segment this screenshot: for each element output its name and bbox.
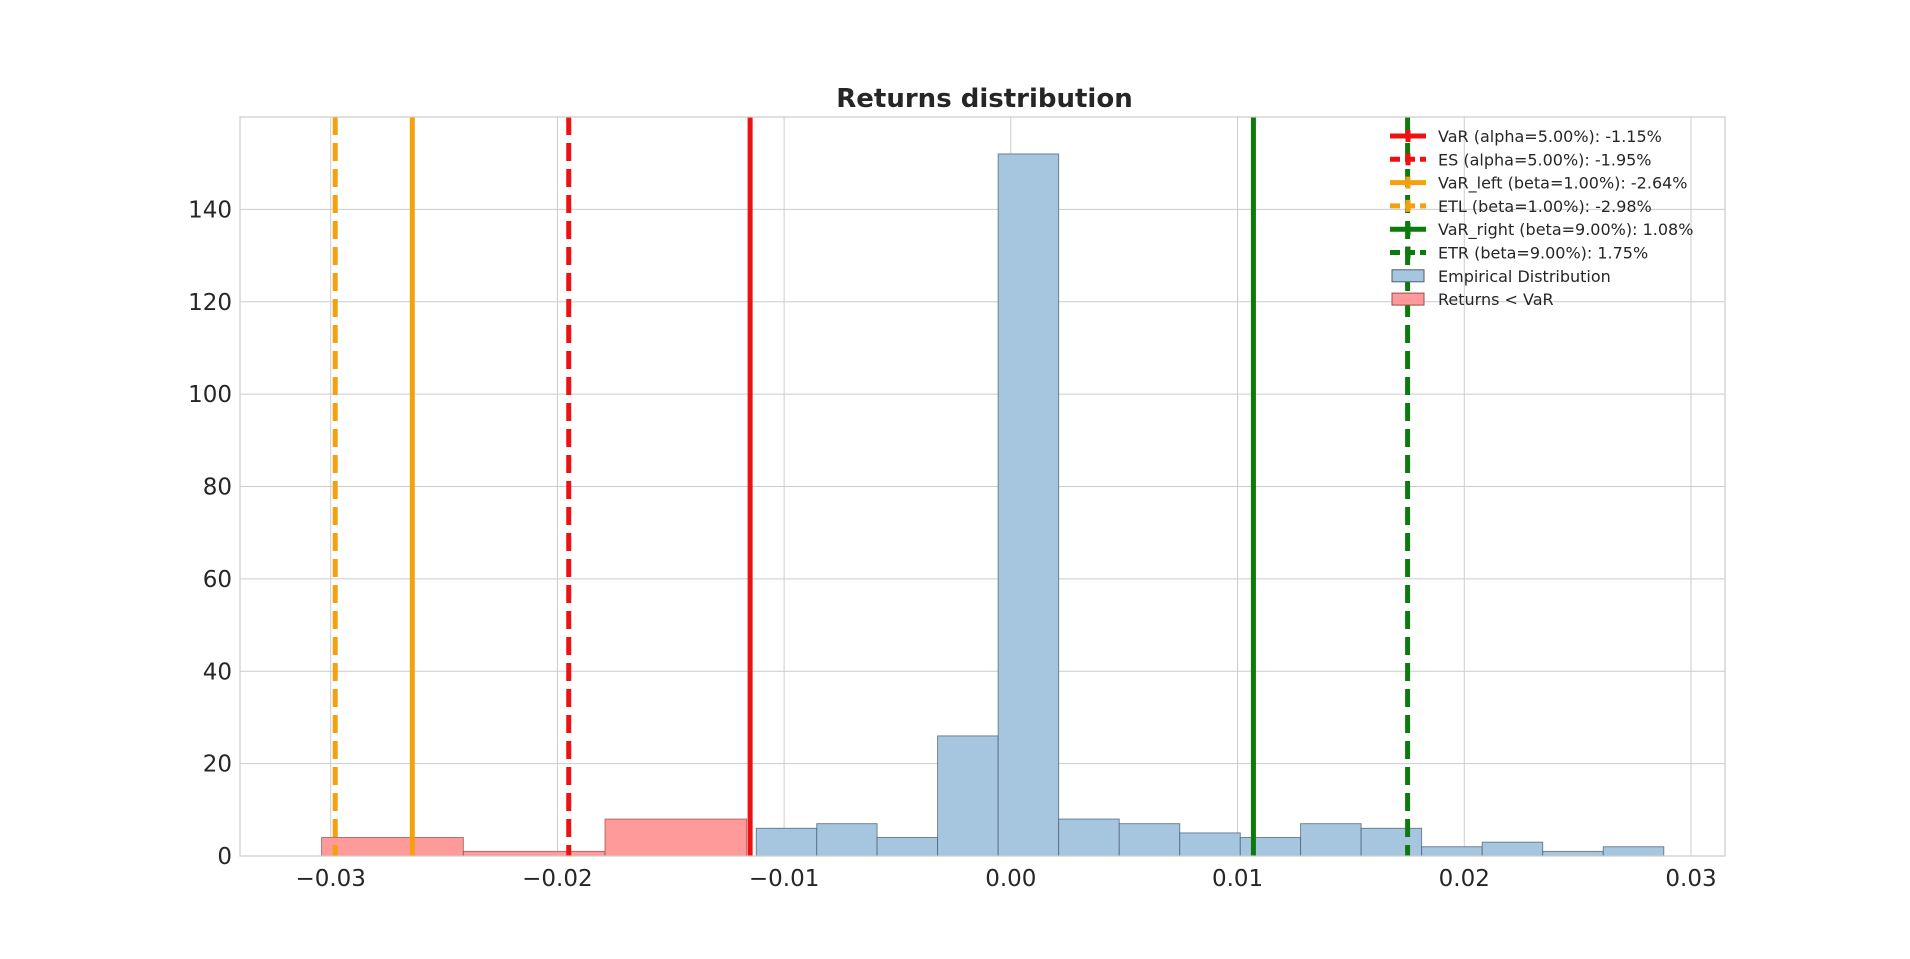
histogram-bar [1360,827,1423,857]
legend-label: Empirical Distribution [1438,267,1611,286]
histogram-bar [462,850,606,857]
histogram-bar [1602,846,1665,857]
histogram-bar [876,837,939,857]
histogram-bar [755,827,818,857]
x-tick-label: 0.01 [1212,866,1263,892]
histogram-bar [1058,818,1120,857]
plot-frame [239,116,1726,857]
histogram-bar [604,818,748,857]
histogram-bar [937,735,999,857]
legend-patch-swatch [1391,292,1425,306]
y-tick-label: 120 [188,290,232,316]
legend: VaR (alpha=5.00%): -1.15% ES (alpha=5.00%… [1390,127,1693,309]
x-axis-ticks: −0.03 −0.02 −0.01 0.00 0.01 0.02 0.03 [295,866,1716,892]
histogram-bar [1300,823,1362,857]
y-tick-label: 100 [188,382,232,408]
y-tick-label: 80 [203,475,232,501]
y-tick-label: 40 [203,659,232,685]
histogram-bar [1481,841,1544,857]
legend-label: ES (alpha=5.00%): -1.95% [1438,150,1652,169]
y-tick-label: 60 [203,567,232,593]
y-tick-label: 140 [188,197,232,223]
y-tick-label: 20 [203,752,232,778]
legend-patch-swatch [1391,269,1425,283]
histogram-bar [997,153,1060,857]
chart-title: Returns distribution [836,84,1132,114]
legend-label: ETR (beta=9.00%): 1.75% [1438,244,1648,263]
x-tick-label: −0.01 [749,866,819,892]
histogram-bars [321,153,1665,857]
histogram-bar [321,837,464,857]
legend-label: VaR_left (beta=1.00%): -2.64% [1438,174,1688,194]
legend-label: VaR (alpha=5.00%): -1.15% [1438,127,1662,146]
x-tick-label: −0.03 [295,866,365,892]
y-tick-label: 0 [217,844,232,870]
legend-label: Returns < VaR [1438,290,1554,309]
x-tick-label: 0.03 [1665,866,1716,892]
histogram-bar [816,823,878,857]
legend-label: VaR_right (beta=9.00%): 1.08% [1438,220,1693,240]
legend-label: ETL (beta=1.00%): -2.98% [1438,197,1652,216]
x-tick-label: 0.00 [985,866,1036,892]
x-tick-label: −0.02 [522,866,592,892]
histogram-bar [1179,832,1241,857]
histogram-bar [1542,850,1604,857]
x-tick-label: 0.02 [1439,866,1490,892]
histogram-bar [1118,823,1181,857]
histogram-bar [1239,837,1302,857]
risk-lines [332,117,1411,856]
histogram-bar [1421,846,1483,857]
y-axis-ticks: 0 20 40 60 80 100 120 140 [188,197,232,870]
grid [240,117,1725,857]
